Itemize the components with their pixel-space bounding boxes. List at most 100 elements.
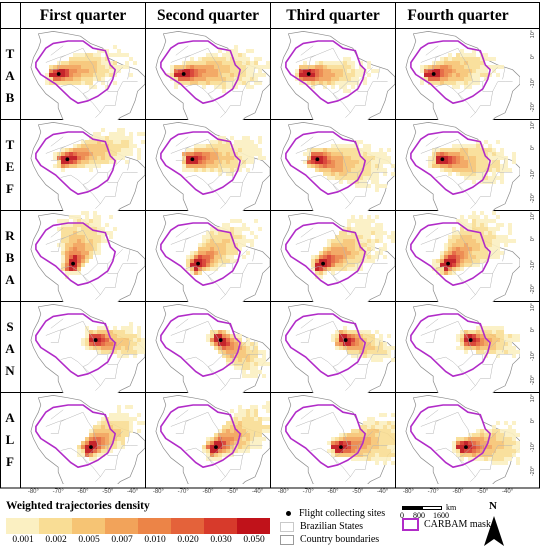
- density-cell: [234, 334, 238, 338]
- density-cell: [73, 259, 77, 263]
- site-marker: [306, 72, 311, 76]
- density-cell: [391, 433, 395, 437]
- density-cell: [347, 73, 351, 77]
- density-cell: [89, 346, 93, 350]
- density-cell: [105, 57, 109, 61]
- density-cell: [468, 168, 472, 172]
- density-cell: [222, 89, 226, 93]
- density-cell: [65, 164, 69, 168]
- scale-tick-2: 1600: [433, 511, 449, 520]
- density-cell: [351, 215, 355, 219]
- density-cell: [476, 164, 480, 168]
- density-cell: [367, 215, 371, 219]
- density-cell: [460, 255, 464, 259]
- density-cell: [343, 156, 347, 160]
- density-cell: [432, 81, 436, 85]
- legend-swatch-3: [105, 518, 138, 534]
- density-cell: [109, 140, 113, 144]
- density-cell: [250, 441, 254, 445]
- density-cell: [460, 219, 464, 223]
- density-cell: [375, 168, 379, 172]
- density-cell: [367, 338, 371, 342]
- density-cell: [234, 164, 238, 168]
- density-cell: [452, 239, 456, 243]
- density-cell: [214, 57, 218, 61]
- carbam-mask: [285, 40, 366, 104]
- density-cell: [81, 140, 85, 144]
- density-cell: [484, 168, 488, 172]
- density-cell: [335, 259, 339, 263]
- density-cell: [206, 441, 210, 445]
- density-cell: [242, 409, 246, 413]
- density-cell: [230, 69, 234, 73]
- density-cell: [311, 73, 315, 77]
- density-cell: [363, 156, 367, 160]
- boundary-line: [252, 67, 256, 80]
- density-cell: [464, 172, 468, 176]
- density-cell: [375, 152, 379, 156]
- boundary-line: [300, 320, 334, 343]
- density-cell: [190, 73, 194, 77]
- density-cell: [214, 69, 218, 73]
- density-cell: [226, 449, 230, 453]
- density-cell: [77, 152, 81, 156]
- density-cell: [440, 152, 444, 156]
- density-cell: [476, 453, 480, 457]
- density-cell: [242, 354, 246, 358]
- density-cell: [85, 239, 89, 243]
- density-cell: [210, 449, 214, 453]
- density-cell: [226, 156, 230, 160]
- density-cell: [125, 350, 129, 354]
- density-cell: [97, 140, 101, 144]
- density-cell: [444, 77, 448, 81]
- density-cell: [472, 219, 476, 223]
- density-cell: [77, 144, 81, 148]
- density-cell: [460, 437, 464, 441]
- density-cell: [448, 263, 452, 267]
- density-cell: [137, 429, 141, 433]
- boundary-line: [420, 419, 441, 427]
- density-cell: [254, 445, 258, 449]
- density-cell: [230, 409, 234, 413]
- density-cell: [117, 409, 121, 413]
- density-cell: [194, 267, 198, 271]
- density-cell: [448, 255, 452, 259]
- density-cell: [339, 156, 343, 160]
- density-cell: [254, 152, 258, 156]
- site-marker: [468, 338, 473, 342]
- density-cell: [500, 350, 504, 354]
- density-cell: [476, 342, 480, 346]
- legend-swatch-7: [237, 518, 270, 534]
- density-cell: [230, 425, 234, 429]
- density-cell: [484, 251, 488, 255]
- density-cell: [81, 441, 85, 445]
- boundary-line: [502, 249, 506, 262]
- density-cell: [210, 144, 214, 148]
- carbam-mask: [410, 313, 491, 377]
- density-cell: [307, 164, 311, 168]
- density-cell: [113, 417, 117, 421]
- scale-tick-1: 800: [413, 511, 425, 520]
- density-cell: [456, 156, 460, 160]
- density-cell: [250, 429, 254, 433]
- density-cell: [109, 334, 113, 338]
- density-cell: [496, 342, 500, 346]
- density-cell: [359, 346, 363, 350]
- density-cell: [258, 73, 262, 77]
- density-cell: [351, 334, 355, 338]
- density-cell: [254, 366, 258, 370]
- density-cell: [484, 77, 488, 81]
- density-cell: [246, 148, 250, 152]
- density-cell: [89, 243, 93, 247]
- density-cell: [73, 81, 77, 85]
- density-cell: [121, 437, 125, 441]
- map-panel-tef-q4: [405, 122, 520, 211]
- density-cell: [218, 231, 222, 235]
- density-cell: [500, 449, 504, 453]
- density-cell: [492, 156, 496, 160]
- boundary-line: [332, 93, 351, 113]
- density-cell: [230, 239, 234, 243]
- density-cell: [343, 152, 347, 156]
- density-cell: [85, 61, 89, 65]
- density-cell: [488, 168, 492, 172]
